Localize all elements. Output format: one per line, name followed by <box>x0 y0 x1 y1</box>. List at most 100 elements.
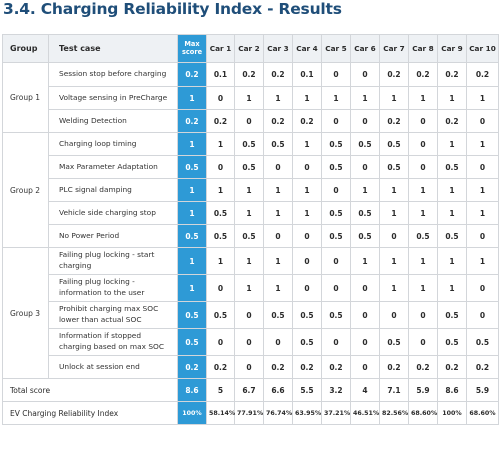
score-cell: 0.2 <box>206 355 235 379</box>
score-cell: 0.2 <box>437 62 467 87</box>
score-cell: 63.95% <box>292 401 322 425</box>
score-cell: 0 <box>263 155 293 179</box>
score-cell: 5.9 <box>408 378 438 402</box>
score-cell: 0.1 <box>292 62 322 87</box>
score-cell: 6.7 <box>234 378 264 402</box>
score-cell: 0 <box>350 355 380 379</box>
score-cell: 0.2 <box>234 62 264 87</box>
score-cell: 0 <box>408 328 438 356</box>
score-cell: 7.1 <box>379 378 409 402</box>
max-score-cell: 1 <box>177 132 207 156</box>
total-row-label: Total score <box>2 378 178 402</box>
max-score-cell: 0.5 <box>177 301 207 329</box>
table-row: Voltage sensing in PreCharge 1 0 1 1 1 1 1 1 1 1 1 <box>3 86 499 110</box>
score-cell: 1 <box>234 247 264 275</box>
score-cell: 100% <box>437 401 467 425</box>
group-label: Group 2 <box>2 132 49 248</box>
score-cell: 0.2 <box>437 109 467 133</box>
score-cell: 0.5 <box>321 301 351 329</box>
score-cell: 1 <box>437 132 467 156</box>
max-score-cell: 100% <box>177 401 207 425</box>
test-case-cell: Charging loop timing <box>48 132 178 156</box>
score-cell: 0 <box>350 62 380 87</box>
car-header: Car 5 <box>321 34 351 63</box>
score-cell: 0 <box>466 155 499 179</box>
score-cell: 1 <box>408 201 438 225</box>
score-cell: 0 <box>408 132 438 156</box>
score-cell: 1 <box>350 86 380 110</box>
test-case-cell: Welding Detection <box>48 109 178 133</box>
score-cell: 1 <box>379 247 409 275</box>
score-cell: 0.5 <box>292 301 322 329</box>
max-score-cell: 0.5 <box>177 155 207 179</box>
score-cell: 0.5 <box>206 201 235 225</box>
score-cell: 0 <box>292 274 322 302</box>
score-cell: 0.5 <box>234 132 264 156</box>
score-cell: 1 <box>234 86 264 110</box>
score-cell: 0 <box>234 301 264 329</box>
score-cell: 0.5 <box>350 224 380 248</box>
score-cell: 0.5 <box>437 155 467 179</box>
score-cell: 0 <box>234 328 264 356</box>
score-cell: 0 <box>466 224 499 248</box>
score-cell: 0 <box>321 274 351 302</box>
results-table: Group Test case Max score Car 1 Car 2 Ca… <box>2 34 499 425</box>
score-cell: 0 <box>350 328 380 356</box>
score-cell: 1 <box>321 86 351 110</box>
table-row: Information if stopped charging based on… <box>3 328 499 356</box>
index-row-label: EV Charging Reliability Index <box>2 401 178 425</box>
score-cell: 0 <box>206 86 235 110</box>
score-cell: 5.5 <box>292 378 322 402</box>
score-cell: 1 <box>206 132 235 156</box>
car-header: Car 1 <box>206 34 235 63</box>
table-row: Failing plug locking - information to th… <box>3 274 499 302</box>
score-cell: 0 <box>206 328 235 356</box>
score-cell: 0.5 <box>437 301 467 329</box>
score-cell: 3.2 <box>321 378 351 402</box>
car-header: Car 8 <box>408 34 438 63</box>
score-cell: 0.2 <box>408 355 438 379</box>
test-case-cell: Unlock at session end <box>48 355 178 379</box>
max-score-cell: 0.2 <box>177 62 207 87</box>
car-header: Car 3 <box>263 34 293 63</box>
table-body: Group 1 Session stop before charging 0.2 0.… <box>2 62 499 425</box>
score-cell: 0 <box>292 224 322 248</box>
score-cell: 0 <box>321 178 351 202</box>
table-row: Vehicle side charging stop 1 0.5 1 1 1 0.5 0.5 1… <box>3 201 499 225</box>
score-cell: 1 <box>292 86 322 110</box>
max-score-cell: 1 <box>177 274 207 302</box>
score-cell: 0.2 <box>408 62 438 87</box>
max-score-cell: 1 <box>177 201 207 225</box>
score-cell: 0.5 <box>379 328 409 356</box>
score-cell: 0.2 <box>263 62 293 87</box>
score-cell: 6.6 <box>263 378 293 402</box>
score-cell: 1 <box>408 178 438 202</box>
test-case-cell: Information if stopped charging based on… <box>48 328 178 356</box>
score-cell: 0 <box>234 355 264 379</box>
score-cell: 0 <box>408 155 438 179</box>
score-cell: 68.60% <box>408 401 438 425</box>
score-cell: 46.51% <box>350 401 380 425</box>
max-score-cell: 0.5 <box>177 328 207 356</box>
max-score-cell: 8.6 <box>177 378 207 402</box>
score-cell: 0 <box>263 328 293 356</box>
max-score-cell: 1 <box>177 86 207 110</box>
score-cell: 0 <box>408 301 438 329</box>
score-cell: 0.5 <box>321 155 351 179</box>
score-cell: 0.5 <box>408 224 438 248</box>
table-row: Group 3 Failing plug locking - start char… <box>2 247 499 379</box>
table-row: PLC signal damping 1 1 1 1 1 0 1 1 1 1 1 <box>3 178 499 202</box>
score-cell: 1 <box>437 201 467 225</box>
score-cell: 82.56% <box>379 401 409 425</box>
test-case-cell: Prohibit charging max SOC lower than act… <box>48 301 178 329</box>
score-cell: 1 <box>206 247 235 275</box>
score-cell: 76.74% <box>263 401 293 425</box>
index-row: EV Charging Reliability Index 100% 58.14% 7… <box>2 401 499 425</box>
group-label: Group 1 <box>2 62 49 133</box>
score-cell: 37.21% <box>321 401 351 425</box>
car-header: Car 4 <box>292 34 322 63</box>
score-cell: 0.5 <box>321 132 351 156</box>
score-cell: 0.5 <box>234 155 264 179</box>
test-case-cell: PLC signal damping <box>48 178 178 202</box>
score-cell: 4 <box>350 378 380 402</box>
